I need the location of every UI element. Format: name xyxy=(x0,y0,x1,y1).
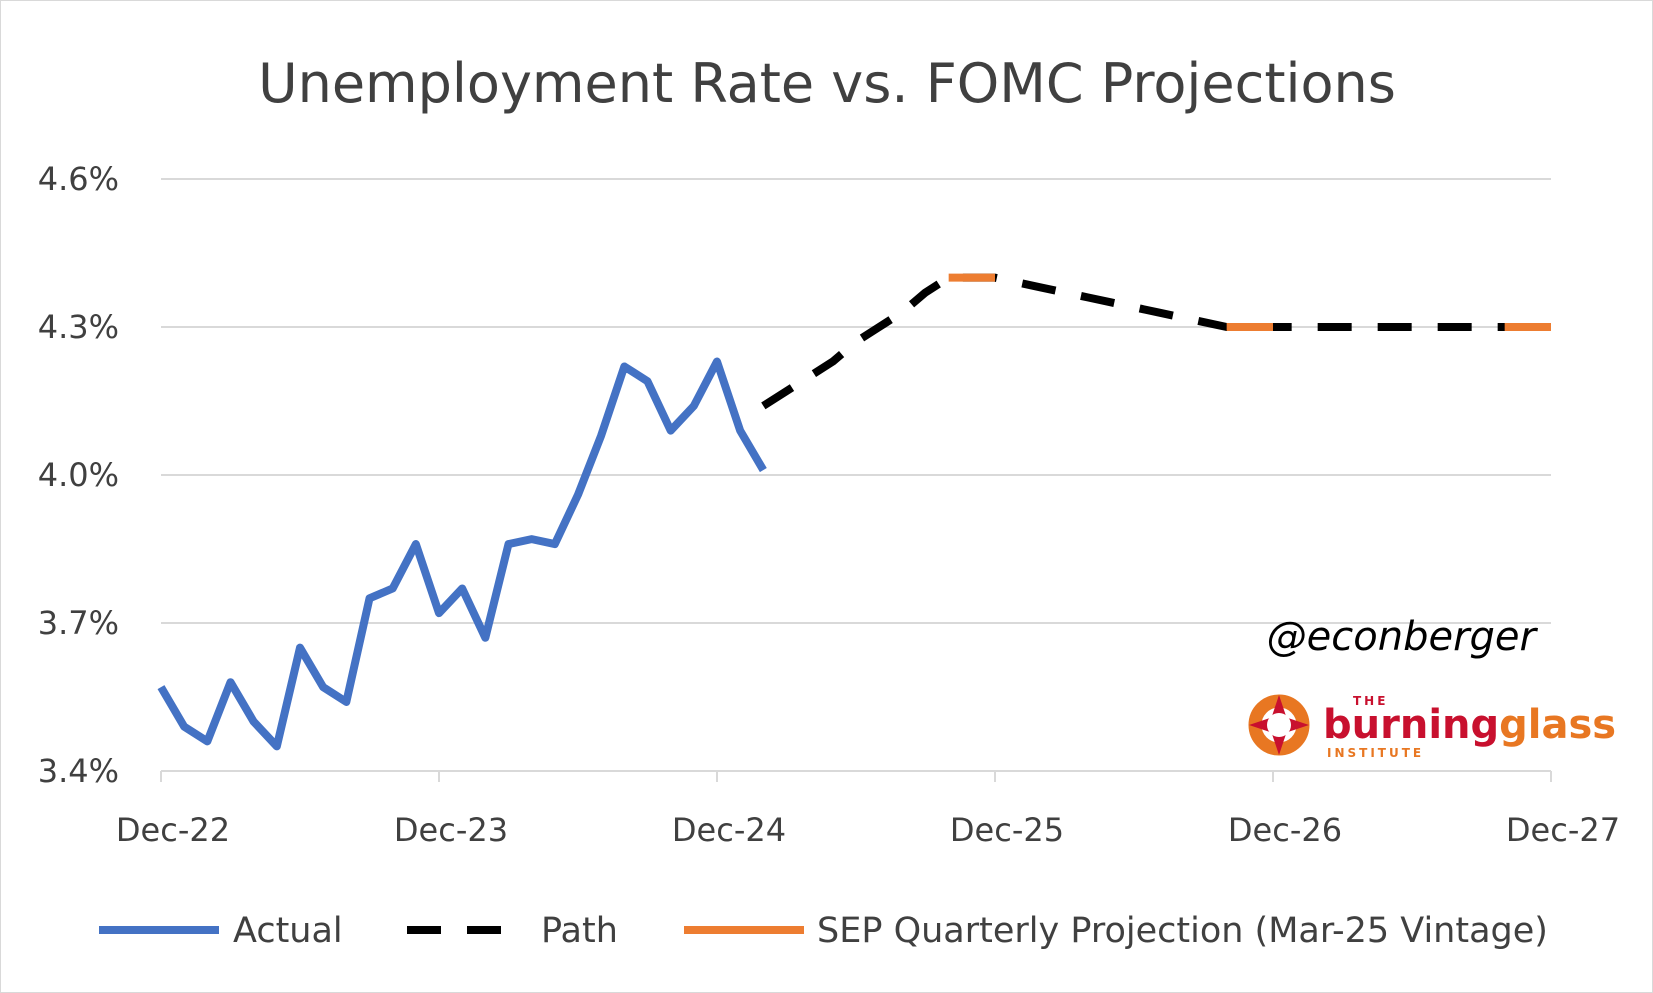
x-tick-label: Dec-22 xyxy=(116,811,230,849)
logo-burning: burning xyxy=(1323,702,1499,748)
chart-title: Unemployment Rate vs. FOMC Projections xyxy=(258,52,1396,115)
series-actual xyxy=(157,357,767,751)
x-tick-label: Dec-27 xyxy=(1506,811,1620,849)
logo-glass: glass xyxy=(1499,702,1616,748)
series-lines xyxy=(157,273,1551,751)
legend-label: SEP Quarterly Projection (Mar-25 Vintage… xyxy=(817,911,1548,951)
y-tick-label: 4.3% xyxy=(38,308,119,346)
sun-icon xyxy=(1248,694,1310,756)
logo-wordmark: burningglass xyxy=(1323,702,1616,748)
grid-lines xyxy=(161,178,1551,624)
x-tick-label: Dec-24 xyxy=(672,811,786,849)
annotation-handle: @econberger xyxy=(1267,614,1539,660)
legend: Actual Path SEP Quarterly Projection (Mar-… xyxy=(99,911,1548,951)
y-tick-label: 3.7% xyxy=(38,604,119,642)
y-tick-label: 4.0% xyxy=(38,456,119,494)
legend-label: Path xyxy=(541,911,618,951)
x-tick-label: Dec-26 xyxy=(1228,811,1342,849)
x-tick-label: Dec-25 xyxy=(950,811,1064,849)
y-tick-label: 4.6% xyxy=(38,160,119,198)
logo-the: THE xyxy=(1353,694,1388,708)
y-axis-ticks: 3.4% 3.7% 4.0% 4.3% 4.6% xyxy=(38,160,119,790)
burning-glass-logo: THE burningglass INSTITUTE xyxy=(1248,694,1616,760)
y-tick-label: 3.4% xyxy=(38,752,119,790)
x-tick-label: Dec-23 xyxy=(394,811,508,849)
logo-institute: INSTITUTE xyxy=(1327,746,1424,760)
series-path xyxy=(761,273,1551,410)
x-axis: Dec-22 Dec-23 Dec-24 Dec-25 Dec-26 Dec-27 xyxy=(116,770,1620,849)
legend-label: Actual xyxy=(233,911,343,951)
